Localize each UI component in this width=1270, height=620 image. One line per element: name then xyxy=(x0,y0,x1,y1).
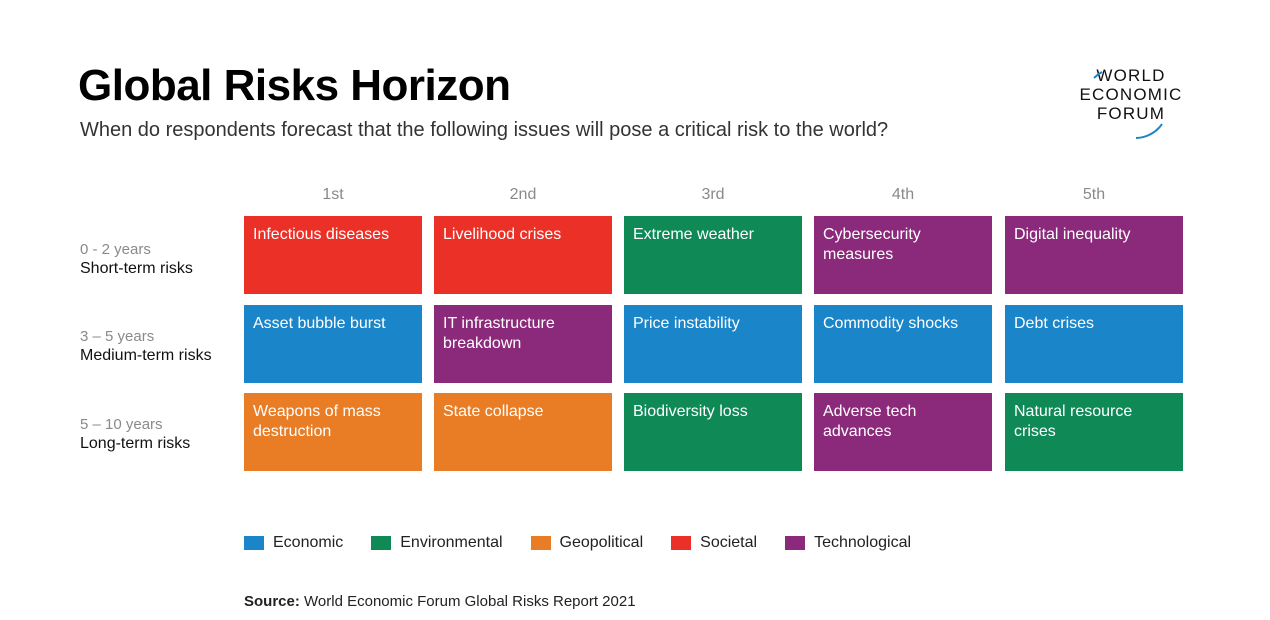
row-term-label: Short-term risks xyxy=(80,260,193,277)
legend-label: Geopolitical xyxy=(559,534,644,551)
legend-swatch xyxy=(244,536,264,550)
risk-cell: Weapons of mass destruction xyxy=(244,393,422,471)
risk-cell: Cybersecurity measures xyxy=(814,216,992,294)
category-legend: Economic Environmental Geopolitical Societa… xyxy=(244,533,939,553)
row-term-label: Long-term risks xyxy=(80,435,191,452)
logo-line-3: FORUM xyxy=(1096,104,1166,123)
legend-item: Environmental xyxy=(371,534,503,552)
source-note: Source: World Economic Forum Global Risk… xyxy=(244,593,636,610)
legend-label: Societal xyxy=(700,534,758,551)
risk-cell: Price instability xyxy=(624,305,802,383)
row-years-label: 3 – 5 years xyxy=(80,328,155,345)
logo-arc-icon xyxy=(1093,71,1163,139)
risk-cell: Asset bubble burst xyxy=(244,305,422,383)
source-text: World Economic Forum Global Risks Report… xyxy=(304,593,636,610)
risk-cell: Commodity shocks xyxy=(814,305,992,383)
row-term-label: Medium-term risks xyxy=(80,347,212,364)
page-title: Global Risks Horizon xyxy=(78,61,511,110)
wef-logo: WORLD ECONOMIC FORUM xyxy=(1066,66,1196,142)
legend-swatch xyxy=(671,536,692,550)
row-header-3: 5 – 10 years Long-term risks xyxy=(80,415,240,454)
legend-item: Societal xyxy=(671,534,757,552)
legend-swatch xyxy=(785,536,806,550)
row-header-2: 3 – 5 years Medium-term risks xyxy=(80,327,240,366)
row-header-1: 0 - 2 years Short-term risks xyxy=(80,240,240,279)
legend-swatch xyxy=(371,536,392,550)
risk-cell: Adverse tech advances xyxy=(814,393,992,471)
legend-item: Technological xyxy=(785,534,911,552)
legend-label: Technological xyxy=(814,534,912,551)
column-header-2: 2nd xyxy=(509,186,537,203)
risk-cell: Natural resource crises xyxy=(1005,393,1183,471)
legend-item: Geopolitical xyxy=(530,534,644,552)
risk-cell: Debt crises xyxy=(1005,305,1183,383)
row-years-label: 0 - 2 years xyxy=(80,241,151,258)
row-years-label: 5 – 10 years xyxy=(80,416,163,433)
risk-cell: Infectious diseases xyxy=(244,216,422,294)
source-label: Source: xyxy=(244,593,300,610)
legend-swatch xyxy=(530,536,551,550)
column-header-1: 1st xyxy=(322,186,344,203)
logo-line-1: WORLD xyxy=(1096,66,1166,85)
risk-cell: IT infrastructure breakdown xyxy=(434,305,612,383)
risk-cell: State collapse xyxy=(434,393,612,471)
risk-cell: Biodiversity loss xyxy=(624,393,802,471)
legend-label: Environmental xyxy=(400,534,503,551)
risk-cell: Livelihood crises xyxy=(434,216,612,294)
legend-label: Economic xyxy=(273,534,344,551)
legend-item: Economic xyxy=(244,534,343,552)
logo-line-2: ECONOMIC xyxy=(1079,85,1183,104)
column-header-5: 5th xyxy=(1082,186,1106,203)
column-header-4: 4th xyxy=(891,186,915,203)
risk-cell: Extreme weather xyxy=(624,216,802,294)
page-subtitle: When do respondents forecast that the fo… xyxy=(80,119,889,141)
risk-cell: Digital inequality xyxy=(1005,216,1183,294)
column-header-3: 3rd xyxy=(701,186,725,203)
